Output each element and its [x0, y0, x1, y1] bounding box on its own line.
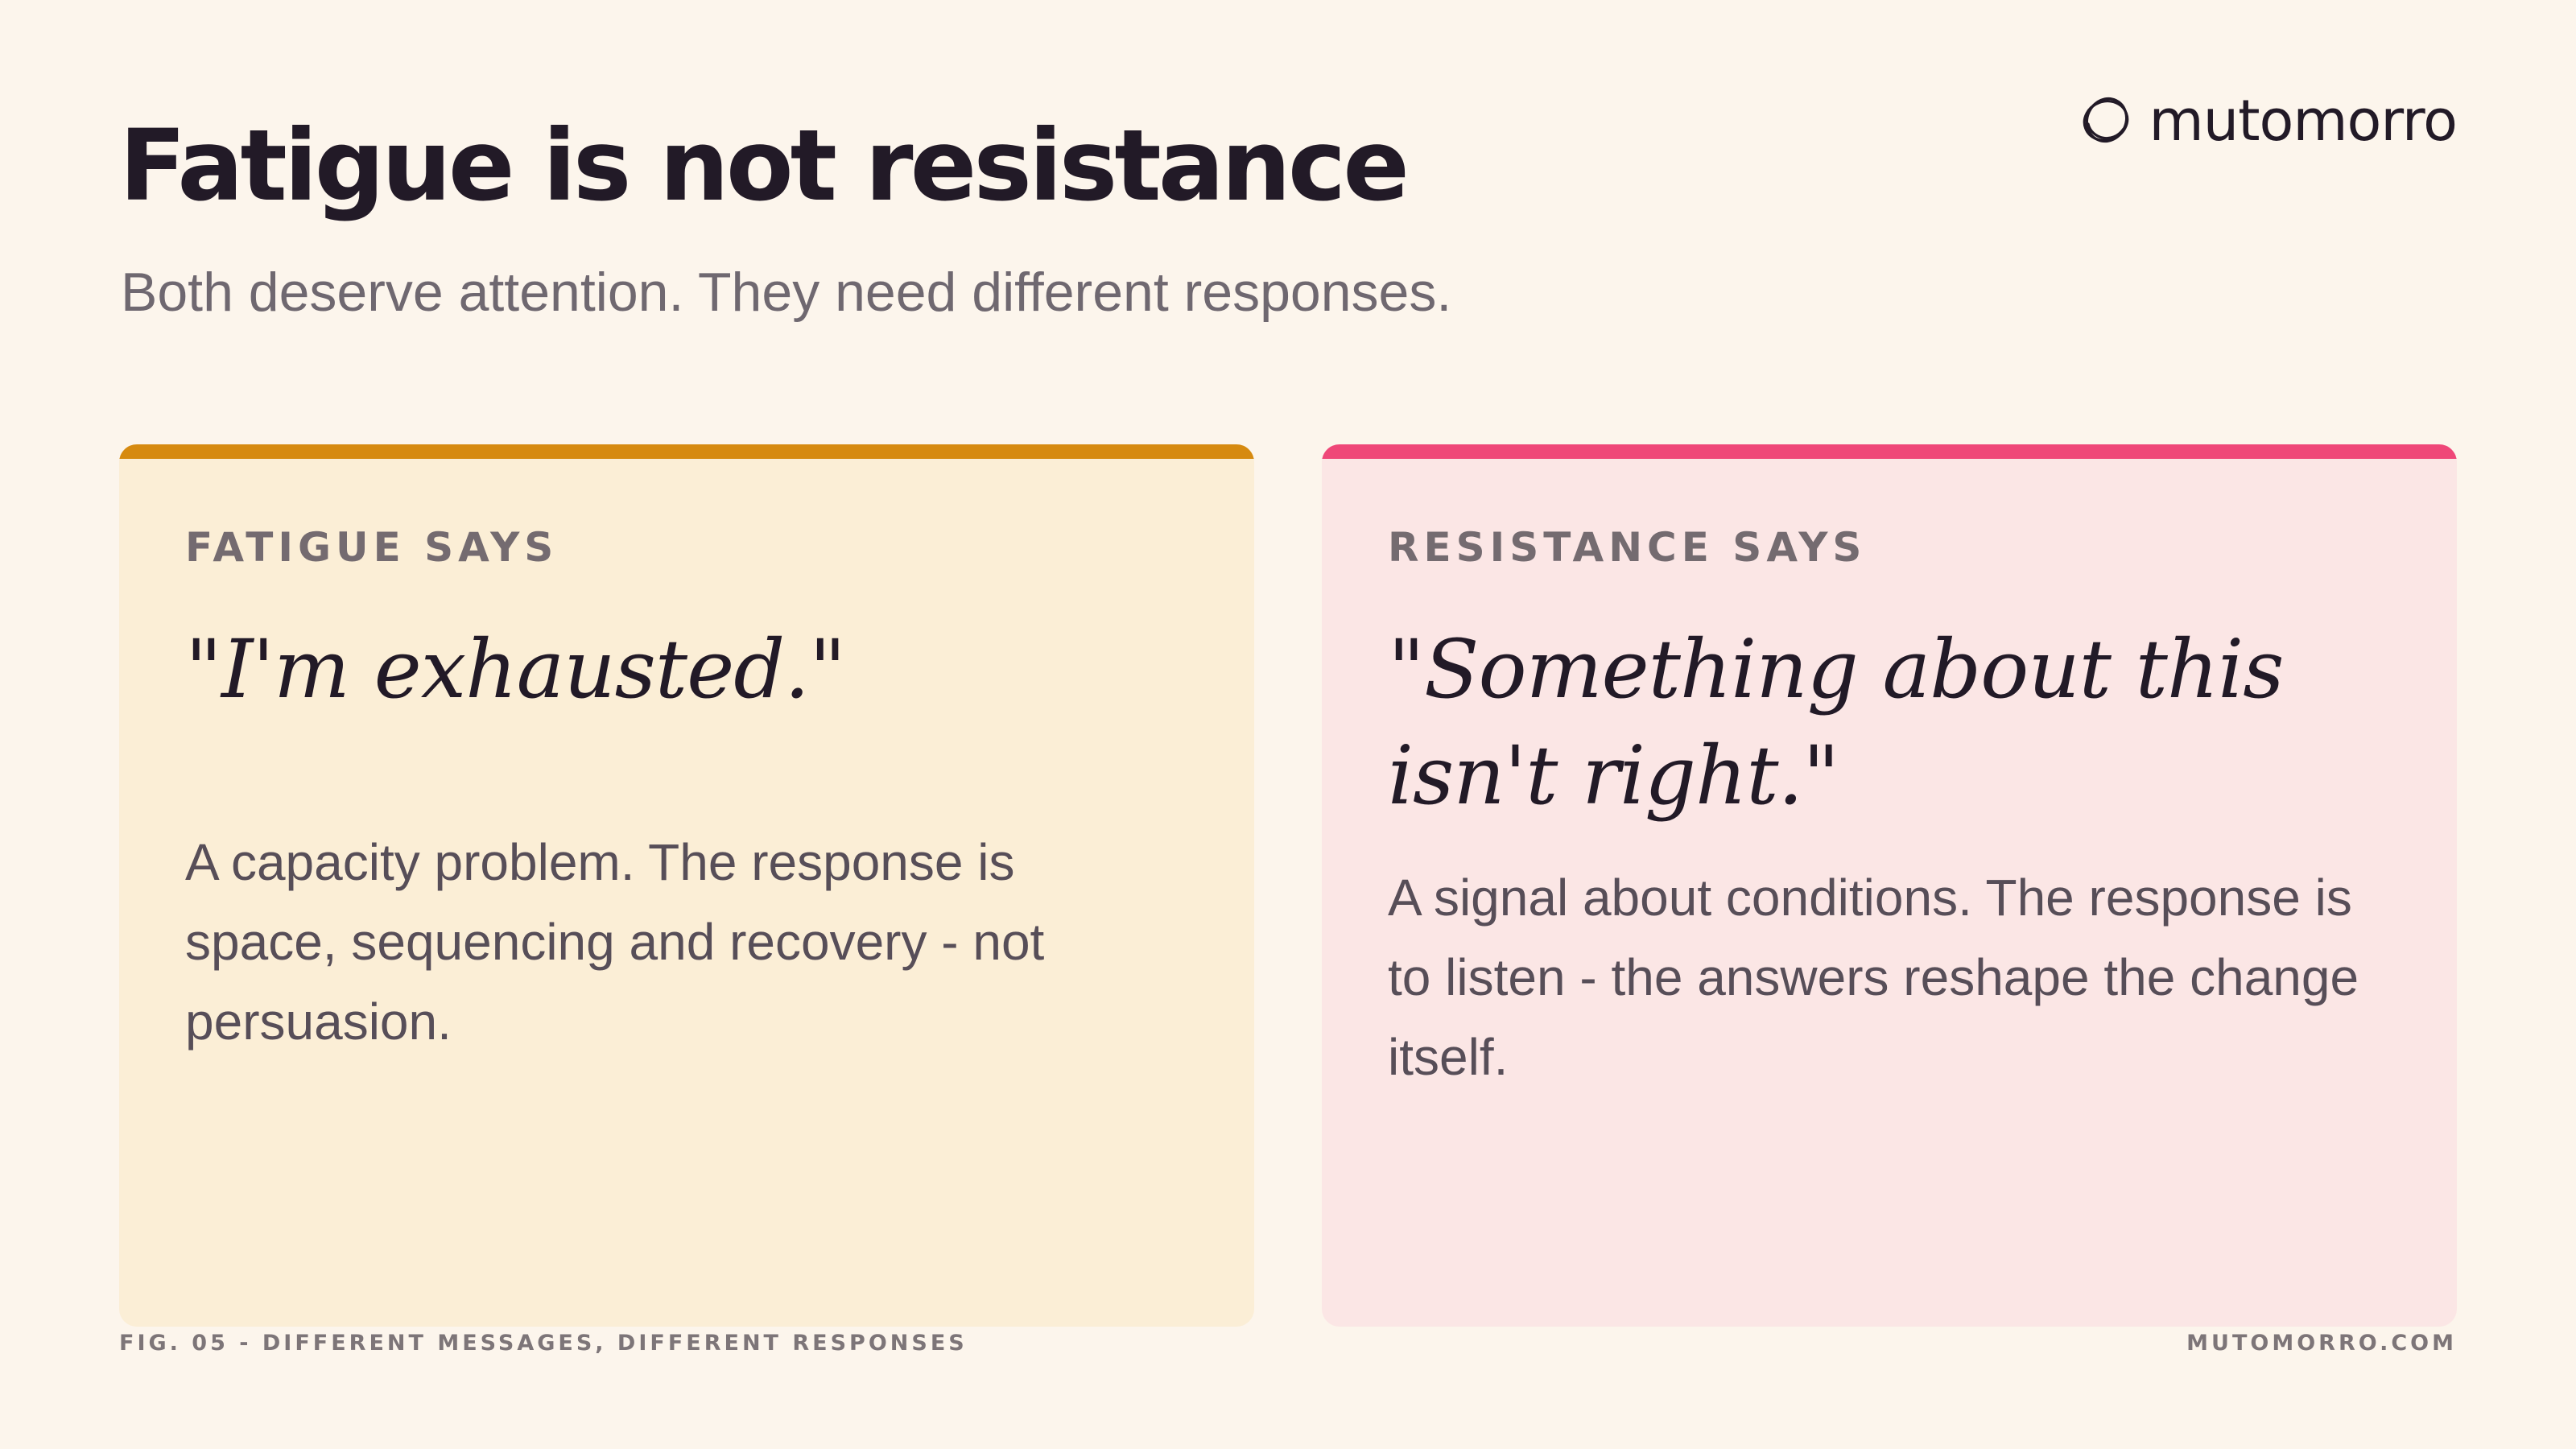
page-subtitle: Both deserve attention. They need differ…: [121, 262, 1452, 323]
fatigue-card: FATIGUE SAYS "I'm exhausted." A capacity…: [119, 444, 1254, 1327]
fatigue-card-accent-bar: [119, 444, 1254, 459]
resistance-card-label: RESISTANCE SAYS: [1388, 524, 1867, 571]
resistance-card-body: A signal about conditions. The response …: [1388, 869, 2359, 1086]
resistance-card-quote: "Something about this isn't right.": [1388, 622, 2285, 823]
fatigue-card-label: FATIGUE SAYS: [185, 524, 559, 571]
fatigue-card-quote: "I'm exhausted.": [185, 622, 846, 716]
site-url: MUTOMORRO.COM: [2186, 1331, 2457, 1356]
figure-caption: FIG. 05 - DIFFERENT MESSAGES, DIFFERENT …: [119, 1331, 968, 1356]
resistance-card: RESISTANCE SAYS "Something about this is…: [1322, 444, 2457, 1327]
brand-logo: mutomorro: [2077, 87, 2458, 155]
swirl-circle-icon: [2083, 97, 2128, 143]
brand-name: mutomorro: [2149, 88, 2458, 154]
fatigue-card-body: A capacity problem. The response is spac…: [185, 833, 1045, 1051]
page-title: Fatigue is not resistance: [119, 109, 1410, 223]
resistance-card-accent-bar: [1322, 444, 2457, 459]
